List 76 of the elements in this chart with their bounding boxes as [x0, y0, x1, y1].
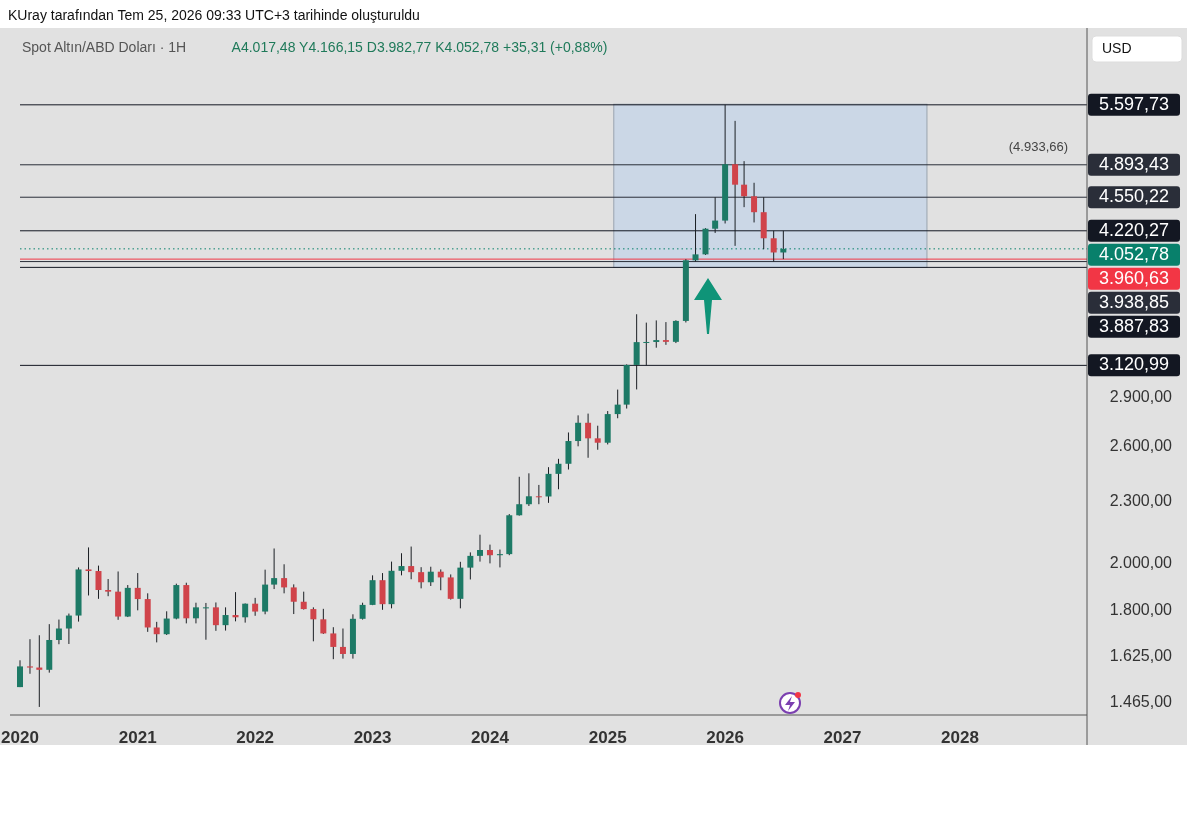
- candlestick: [653, 319, 660, 349]
- y-tick-label: 1.465,00: [1109, 692, 1173, 710]
- text: A4.017,48 Y4.166,15 D3.982,77 K4.052,78 +35,31 (+0,88%): [231, 39, 608, 55]
- ref-line-label: 4.550,22: [1098, 185, 1170, 206]
- candlestick: [525, 472, 532, 507]
- candlestick: [418, 566, 425, 589]
- x-tick-label: 2022: [236, 728, 275, 747]
- ref-line-label: 4.220,27: [1098, 219, 1170, 240]
- candlestick: [594, 425, 601, 451]
- candlestick: [565, 431, 572, 471]
- y-tick-label: 2.300,00: [1109, 491, 1173, 509]
- candlestick: [477, 534, 483, 563]
- candlestick: [751, 182, 758, 223]
- candlestick: [614, 389, 621, 419]
- x-tick-label: 2024: [471, 728, 510, 747]
- candlestick: [85, 546, 92, 596]
- candlestick: [222, 606, 229, 632]
- candlestick: [105, 578, 112, 597]
- y-tick-label: 1.800,00: [1109, 601, 1173, 619]
- candlestick: [662, 321, 669, 346]
- candlestick: [163, 610, 170, 636]
- candlestick: [467, 551, 474, 580]
- ref-line-label: 4.893,43: [1098, 153, 1170, 174]
- x-tick-label: 2020: [1, 728, 39, 747]
- candlestick: [447, 573, 454, 601]
- candlestick: [339, 628, 346, 660]
- candlestick: [252, 597, 259, 617]
- candlestick: [427, 566, 434, 587]
- candlestick: [310, 606, 317, 642]
- candlestick: [320, 608, 327, 635]
- candlestick: [153, 621, 160, 643]
- ref-line-label: 4.052,78: [1098, 243, 1170, 264]
- candlestick: [95, 565, 102, 600]
- x-tick-label: 2027: [823, 728, 862, 747]
- candlestick: [379, 572, 386, 611]
- candlestick: [535, 484, 542, 505]
- y-tick-label: 1.625,00: [1109, 646, 1173, 664]
- candlestick: [290, 583, 297, 615]
- x-tick-label: 2021: [118, 728, 157, 747]
- ref-line-label: 5.597,73: [1098, 93, 1170, 114]
- candlestick: [65, 613, 72, 645]
- y-tick-label: 2.000,00: [1109, 554, 1173, 572]
- x-tick-label: 2028: [941, 728, 979, 747]
- candlestick: [741, 160, 748, 208]
- candlestick: [555, 458, 562, 490]
- x-tick-label: 2025: [588, 728, 627, 747]
- candlestick: [585, 413, 592, 459]
- candlestick: [212, 601, 219, 632]
- candlestick: [17, 659, 23, 688]
- ref-line-label: 3.887,83: [1098, 315, 1170, 336]
- candlestick: [271, 547, 278, 590]
- candlestick: [202, 602, 209, 641]
- ref-line-label: 3.960,63: [1098, 267, 1170, 288]
- candlestick: [134, 572, 141, 611]
- y-tick-label: 2.600,00: [1109, 437, 1173, 455]
- y-tick-label: 2.900,00: [1109, 388, 1173, 406]
- candlestick: [408, 546, 415, 580]
- candlestick: [192, 602, 199, 624]
- x-tick-label: 2023: [353, 728, 392, 747]
- candlestick: [281, 563, 288, 594]
- candlestick: [575, 414, 582, 447]
- annotation: (4.933,66): [1008, 139, 1069, 155]
- candlestick: [516, 476, 523, 517]
- text: USD: [1102, 40, 1132, 56]
- candlestick: [545, 466, 552, 504]
- candlestick: [486, 544, 493, 564]
- x-tick-label: 2026: [706, 728, 745, 747]
- ref-line-label: 3.120,99: [1098, 354, 1170, 375]
- candlestick: [672, 319, 679, 344]
- candlestick: [55, 619, 62, 645]
- candlestick: [242, 602, 249, 624]
- text: Spot Altın/ABD Doları · 1H: [22, 39, 187, 55]
- candlestick: [330, 626, 337, 660]
- text: KUray tarafından Tem 25, 2026 09:33 UTC+3 tarihinde oluşturuldu: [8, 7, 420, 23]
- candlestick: [26, 638, 33, 675]
- ref-line-label: 3.938,85: [1098, 291, 1170, 312]
